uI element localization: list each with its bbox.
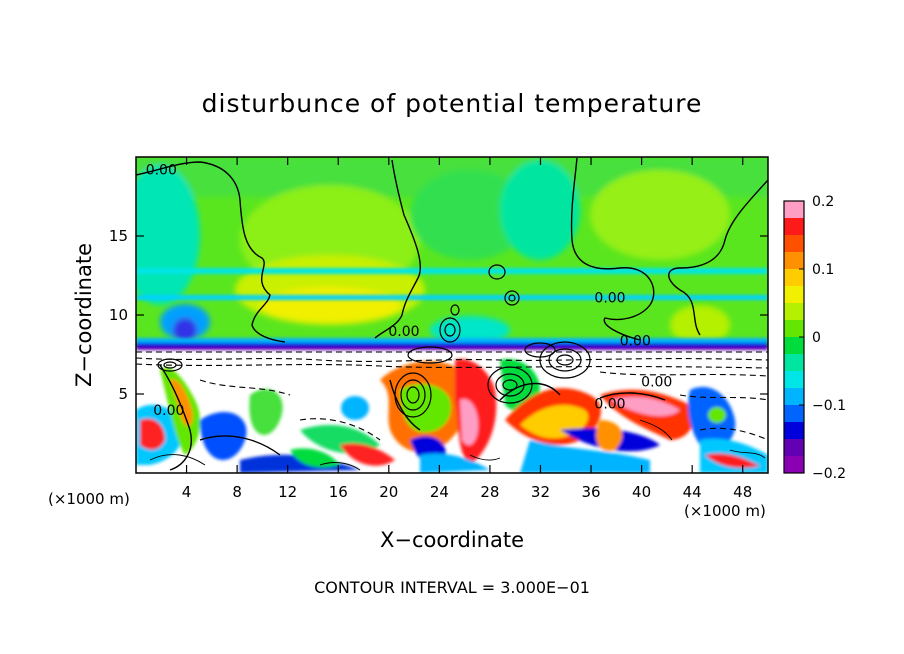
contour-labels: 0.00 0.00 0.00 0.00 0.00 0.00 0.00 bbox=[146, 163, 673, 419]
colorbar-swatch bbox=[784, 286, 804, 304]
y-tick-label: 15 bbox=[109, 227, 128, 245]
chart-title: disturbunce of potential temperature bbox=[202, 89, 703, 118]
contour-label: 0.00 bbox=[620, 333, 651, 349]
contour-label: 0.00 bbox=[153, 403, 184, 419]
y-tick-label: 5 bbox=[118, 385, 128, 403]
x-tick-label: 12 bbox=[278, 483, 297, 501]
colorbar-swatch bbox=[784, 201, 804, 219]
colorbar-tick-label: 0.1 bbox=[812, 262, 834, 278]
x-tick-label: 20 bbox=[379, 483, 398, 501]
colorbar-swatch bbox=[784, 456, 804, 474]
x-tick-label: 8 bbox=[232, 483, 242, 501]
contour-label: 0.00 bbox=[594, 291, 625, 307]
colorbar-swatch bbox=[784, 218, 804, 236]
contour-lines-dashed bbox=[136, 351, 768, 441]
contour-lines-fine bbox=[149, 419, 766, 471]
contour-label: 0.00 bbox=[146, 163, 177, 179]
colorbar-swatch bbox=[784, 337, 804, 355]
colorbar-tick-label: 0.2 bbox=[812, 194, 834, 210]
colorbar-swatch bbox=[784, 235, 804, 253]
x-unit-label-right: (×1000 m) bbox=[684, 502, 766, 520]
colorbar-swatch bbox=[784, 320, 804, 338]
x-tick-label: 44 bbox=[683, 483, 702, 501]
y-tick-label: 10 bbox=[109, 306, 128, 324]
lower-layer-fill bbox=[136, 359, 768, 473]
colorbar-swatch bbox=[784, 354, 804, 372]
colorbar-swatch bbox=[784, 422, 804, 440]
colorbar-swatch bbox=[784, 371, 804, 389]
x-tick-label: 48 bbox=[733, 483, 752, 501]
colorbar-tick-label: 0 bbox=[812, 330, 821, 346]
contour-label: 0.00 bbox=[594, 396, 625, 412]
x-axis-label: X−coordinate bbox=[380, 528, 524, 552]
x-tick-label: 40 bbox=[632, 483, 651, 501]
x-axis: 4 8 12 16 20 24 28 32 36 40 44 48 bbox=[182, 157, 752, 501]
colorbar-swatch bbox=[784, 405, 804, 423]
contour-label: 0.00 bbox=[641, 374, 672, 390]
plot-area: 0.00 0.00 0.00 0.00 0.00 0.00 0.00 bbox=[136, 157, 768, 473]
y-axis-label: Z−coordinate bbox=[72, 243, 96, 387]
contour-label: 0.00 bbox=[388, 324, 419, 340]
colorbar: 0.2 0.1 0 −0.1 −0.2 bbox=[783, 194, 846, 482]
x-unit-label-left: (×1000 m) bbox=[48, 490, 130, 508]
x-tick-label: 28 bbox=[480, 483, 499, 501]
contour-clusters bbox=[157, 264, 591, 418]
colorbar-swatch bbox=[784, 439, 804, 457]
colorbar-swatch bbox=[784, 269, 804, 287]
y-axis: 5 10 15 bbox=[109, 227, 768, 403]
x-tick-label: 4 bbox=[182, 483, 192, 501]
colorbar-tick-label: −0.2 bbox=[812, 466, 846, 482]
x-tick-label: 32 bbox=[531, 483, 550, 501]
colorbar-tick-label: −0.1 bbox=[812, 398, 846, 414]
contour-lines bbox=[136, 157, 768, 471]
colorbar-swatch bbox=[784, 388, 804, 406]
contour-interval-footer: CONTOUR INTERVAL = 3.000E−01 bbox=[314, 578, 590, 597]
x-tick-label: 24 bbox=[430, 483, 449, 501]
x-tick-label: 16 bbox=[329, 483, 348, 501]
x-tick-label: 36 bbox=[581, 483, 600, 501]
colorbar-swatch bbox=[784, 252, 804, 270]
colorbar-swatch bbox=[784, 303, 804, 321]
